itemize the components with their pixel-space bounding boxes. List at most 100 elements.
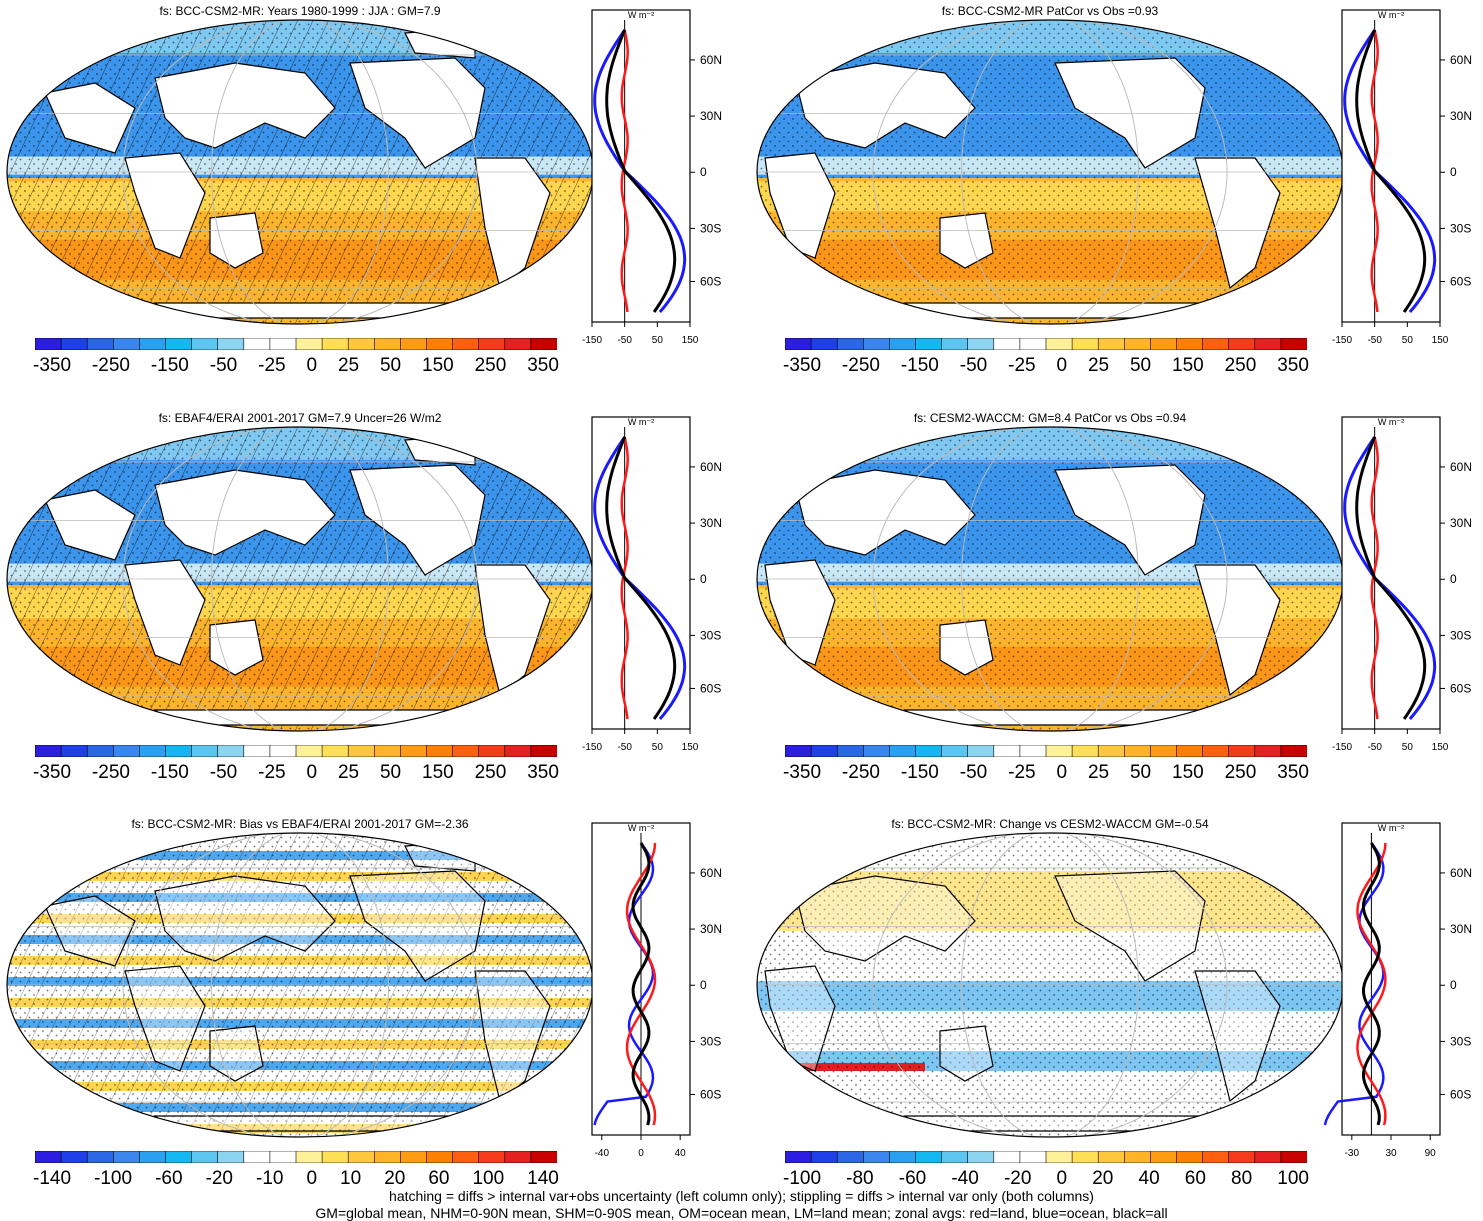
colorbar	[785, 1151, 1307, 1163]
zonal-curve	[620, 29, 629, 313]
colorbar-label: 250	[474, 762, 507, 783]
zonal-x-tick: -40	[595, 1148, 610, 1159]
colorbar-label: -350	[33, 762, 72, 783]
zonal-x-tick: -50	[1367, 335, 1382, 346]
colorbar-label: -150	[900, 355, 939, 376]
zonal-curve	[620, 436, 629, 720]
colorbar-label: -350	[783, 355, 822, 376]
colorbar-label: 25	[337, 762, 360, 783]
zonal-lat-label: 60N	[1450, 460, 1472, 474]
zonal-lat-label: 30N	[700, 109, 722, 123]
world-map	[6, 19, 594, 325]
zonal-lat-label: 60N	[700, 53, 722, 67]
colorbar-labels: -350 -250 -150 -50 -25 0 25 50 150 250 350	[33, 355, 559, 377]
zonal-lat-label: 0	[700, 978, 707, 992]
colorbar-label: -80	[846, 1168, 874, 1189]
colorbar-labels: -100 -80 -60 -40 -20 0 20 40 60 80 100	[783, 1168, 1309, 1190]
zonal-x-tick: -50	[617, 335, 632, 346]
zonal-x-tick: 50	[1402, 335, 1414, 346]
zonal-x-tick: 50	[652, 742, 664, 753]
zonal-mean-plot: W m⁻² -150 -50 50 150 60N 30N 0 30S 60S	[1332, 416, 1472, 753]
zonal-curve	[593, 842, 655, 1126]
zonal-lat-label: 60S	[1450, 1087, 1471, 1101]
colorbar-label: -25	[1008, 762, 1036, 783]
colorbar-label: 0	[1056, 1168, 1068, 1189]
colorbar-label: -25	[1008, 355, 1036, 376]
zonal-lat-label: 30N	[700, 922, 722, 936]
colorbar-labels: -350 -250 -150 -50 -25 0 25 50 150 250 350	[33, 762, 559, 784]
zonal-unit-label: W m⁻²	[1378, 823, 1404, 833]
colorbar-label: 60	[428, 1168, 450, 1189]
zonal-x-tick: 150	[1432, 335, 1449, 346]
colorbar-label: -25	[258, 355, 286, 376]
zonal-curve	[631, 842, 651, 1126]
colorbar-label: -250	[91, 355, 130, 376]
colorbar-label: 0	[306, 1168, 318, 1189]
zonal-lat-label: 30S	[700, 221, 721, 235]
colorbar-label: 100	[1277, 1168, 1309, 1189]
colorbar-label: -150	[150, 762, 189, 783]
zonal-curve	[625, 842, 657, 1126]
colorbar-label: -40	[951, 1168, 979, 1189]
colorbar-label: 50	[1129, 762, 1152, 783]
colorbar-label: -350	[33, 355, 72, 376]
zonal-x-tick: 0	[638, 1148, 644, 1159]
zonal-lat-label: 30S	[1450, 1034, 1471, 1048]
zonal-lat-label: 30S	[700, 1034, 721, 1048]
zonal-curve	[1323, 842, 1385, 1126]
panel-title: fs: CESM2-WACCM: GM=8.4 PatCor vs Obs =0…	[913, 411, 1187, 425]
colorbar-label: 80	[1231, 1168, 1253, 1189]
colorbar-label: 50	[379, 762, 402, 783]
colorbar-label: -25	[258, 762, 286, 783]
zonal-lat-label: 30N	[1450, 109, 1472, 123]
zonal-mean-plot: W m⁻² -150 -50 50 150 60N 30N 0 30S 60S	[1332, 9, 1472, 346]
panel-title: fs: BCC-CSM2-MR: Bias vs EBAF4/ERAI 2001…	[131, 817, 469, 831]
colorbar-label: -250	[841, 762, 880, 783]
zonal-unit-label: W m⁻²	[1378, 417, 1404, 427]
colorbar-label: 25	[1087, 762, 1110, 783]
colorbar-label: 350	[1277, 355, 1309, 376]
zonal-lat-label: 0	[700, 165, 707, 179]
world-map	[756, 19, 1344, 325]
zonal-lat-label: 30N	[1450, 516, 1472, 530]
world-map	[6, 832, 594, 1138]
zonal-lat-label: 60N	[700, 866, 722, 880]
zonal-unit-label: W m⁻²	[628, 417, 654, 427]
zonal-x-tick: -150	[582, 335, 602, 346]
colorbar	[35, 745, 557, 757]
colorbar-label: 350	[1277, 762, 1309, 783]
zonal-lat-label: 60S	[1450, 274, 1471, 288]
zonal-mean-plot: W m⁻² -150 -50 50 150 60N 30N 0 30S 60S	[582, 9, 722, 346]
zonal-lat-label: 60S	[700, 274, 721, 288]
zonal-unit-label: W m⁻²	[628, 10, 654, 20]
colorbar-label: 20	[1092, 1168, 1114, 1189]
zonal-unit-label: W m⁻²	[1378, 10, 1404, 20]
zonal-curve	[1370, 29, 1379, 313]
colorbar-label: -50	[959, 762, 988, 783]
colorbar-label: 10	[340, 1168, 362, 1189]
colorbar-labels: -350 -250 -150 -50 -25 0 25 50 150 250 350	[783, 355, 1309, 377]
zonal-x-tick: 50	[1402, 742, 1414, 753]
colorbar-label: 350	[527, 355, 559, 376]
colorbar-label: -250	[841, 355, 880, 376]
zonal-x-tick: -150	[1332, 335, 1352, 346]
zonal-lat-label: 30S	[1450, 628, 1471, 642]
zonal-curve	[1361, 842, 1381, 1126]
zonal-curve	[1356, 842, 1387, 1126]
colorbar-label: -150	[150, 355, 189, 376]
colorbar-label: -140	[33, 1168, 72, 1189]
colorbar-label: 0	[306, 762, 318, 783]
zonal-curve	[605, 29, 677, 313]
world-map	[6, 426, 594, 732]
zonal-lat-label: 30N	[700, 516, 722, 530]
zonal-x-tick: 40	[675, 1148, 687, 1159]
colorbar-label: -60	[898, 1168, 927, 1189]
colorbar-label: 150	[1172, 762, 1204, 783]
colorbar-label: 250	[1224, 762, 1257, 783]
zonal-lat-label: 60S	[1450, 681, 1471, 695]
colorbar-label: -50	[209, 762, 238, 783]
panel-title: fs: BCC-CSM2-MR: Years 1980-1999 : JJA :…	[159, 4, 441, 18]
zonal-lat-label: 60S	[700, 681, 721, 695]
colorbar-label: 20	[384, 1168, 406, 1189]
colorbar-label: -60	[155, 1168, 183, 1189]
